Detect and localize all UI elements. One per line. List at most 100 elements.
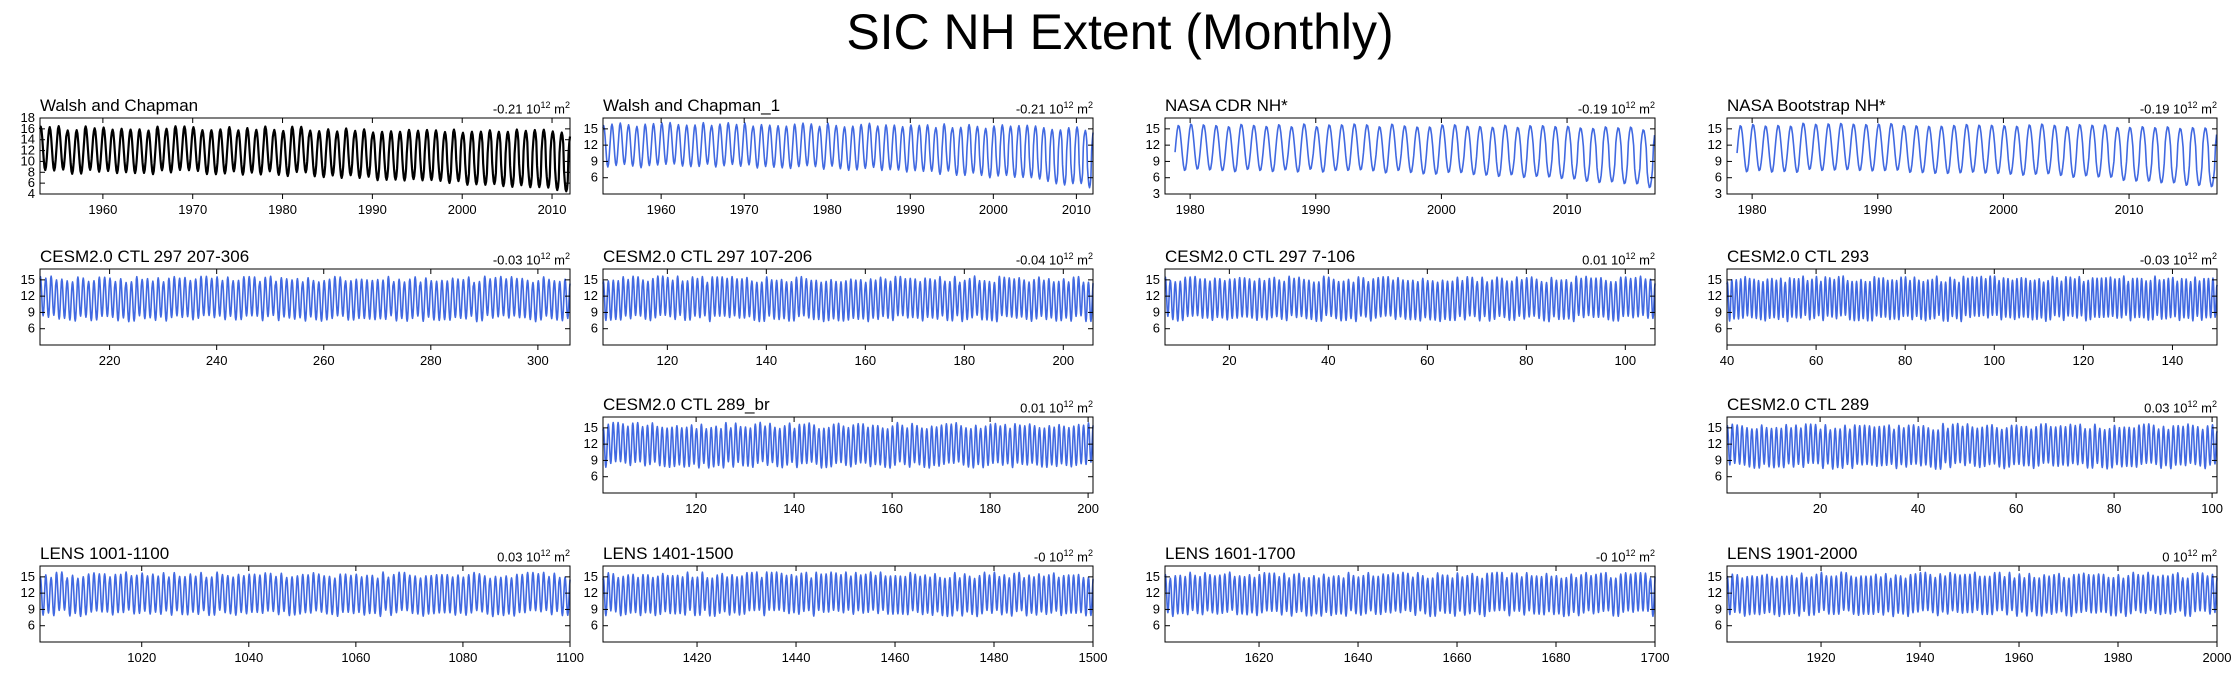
y-tick-label: 3: [1153, 186, 1160, 201]
series-line: [602, 421, 1094, 469]
x-tick-label: 180: [953, 353, 975, 368]
panel-trend-label: -0.19 1012 m2: [2139, 100, 2217, 117]
x-tick-label: 80: [1898, 353, 1912, 368]
x-tick-label: 1640: [1344, 650, 1373, 665]
x-tick-label: 40: [1720, 353, 1734, 368]
y-tick-label: 12: [21, 143, 35, 158]
x-tick-label: 200: [1052, 353, 1074, 368]
x-tick-label: 1700: [1641, 650, 1670, 665]
y-tick-label: 15: [1146, 121, 1160, 136]
x-tick-label: 20: [1222, 353, 1236, 368]
y-tick-label: 12: [21, 288, 35, 303]
y-tick-label: 9: [1153, 304, 1160, 319]
panel-lens1401: LENS 1401-1500 -0 1012 m2 6 9 12 15 1420 1440 14…: [584, 544, 1108, 674]
y-tick-label: 15: [1708, 121, 1722, 136]
panel-title: CESM2.0 CTL 293: [1727, 247, 1870, 266]
y-tick-label: 6: [1715, 321, 1722, 336]
series-line: [1164, 275, 1656, 323]
y-tick-label: 16: [21, 121, 35, 136]
x-tick-label: 1990: [896, 202, 925, 217]
x-tick-label: 1980: [813, 202, 842, 217]
y-tick-label: 9: [1715, 452, 1722, 467]
series-line: [1736, 122, 2218, 188]
y-tick-label: 8: [28, 164, 35, 179]
figure-title: SIC NH Extent (Monthly): [846, 4, 1394, 60]
y-tick-label: 15: [1146, 272, 1160, 287]
y-tick-label: 15: [584, 121, 598, 136]
x-tick-label: 1680: [1542, 650, 1571, 665]
plot-frame: [1164, 565, 1656, 643]
y-tick-label: 6: [1153, 170, 1160, 185]
y-tick-label: 9: [1153, 153, 1160, 168]
x-tick-label: 140: [755, 353, 777, 368]
x-tick-label: 1940: [1906, 650, 1935, 665]
y-tick-label: 6: [28, 175, 35, 190]
y-tick-label: 9: [28, 304, 35, 319]
y-tick-label: 12: [1146, 137, 1160, 152]
x-tick-label: 1990: [1863, 202, 1892, 217]
x-tick-label: 260: [313, 353, 335, 368]
x-tick-label: 1620: [1245, 650, 1274, 665]
series-line: [1726, 571, 2218, 618]
series-line: [1726, 422, 2218, 470]
x-tick-label: 300: [527, 353, 549, 368]
x-tick-label: 1060: [341, 650, 370, 665]
x-tick-label: 80: [1519, 353, 1533, 368]
x-tick-label: 1960: [2005, 650, 2034, 665]
plot-frame: [602, 268, 1094, 346]
x-tick-label: 280: [420, 353, 442, 368]
y-tick-label: 12: [584, 137, 598, 152]
panel-title: LENS 1901-2000: [1727, 544, 1858, 563]
y-tick-label: 3: [1715, 186, 1722, 201]
y-tick-label: 15: [584, 420, 598, 435]
x-tick-label: 40: [1321, 353, 1335, 368]
panel-title: NASA Bootstrap NH*: [1727, 96, 1886, 115]
y-tick-label: 12: [1146, 288, 1160, 303]
y-tick-label: 9: [1153, 601, 1160, 616]
x-tick-label: 1970: [730, 202, 759, 217]
x-tick-label: 100: [2201, 501, 2223, 516]
x-tick-label: 100: [1983, 353, 2005, 368]
plot-frame: [1164, 268, 1656, 346]
series-line: [602, 571, 1094, 618]
series-line: [1174, 123, 1656, 189]
x-tick-label: 200: [1077, 501, 1099, 516]
x-tick-label: 1500: [1079, 650, 1108, 665]
y-tick-label: 6: [1153, 321, 1160, 336]
x-tick-label: 220: [99, 353, 121, 368]
panel-title: LENS 1601-1700: [1165, 544, 1296, 563]
y-tick-label: 12: [584, 585, 598, 600]
plot-frame: [1726, 268, 2218, 346]
plot-frame: [1164, 117, 1656, 195]
y-tick-label: 6: [28, 321, 35, 336]
panel-lens1601: LENS 1601-1700 -0 1012 m2 6 9 12 15 1620 1640 16…: [1146, 544, 1670, 674]
panel-lens1001: LENS 1001-1100 0.03 1012 m2 6 9 12 15 1020 1040…: [21, 544, 584, 674]
panel-nasacdr: NASA CDR NH* -0.19 1012 m2 3 6 9 12 15 1980 1990…: [1146, 96, 1665, 226]
panel-trend-label: 0 1012 m2: [2162, 548, 2217, 565]
y-tick-label: 9: [591, 452, 598, 467]
y-tick-label: 12: [21, 585, 35, 600]
panel-ctl297c: CESM2.0 CTL 297 7-106 0.01 1012 m2 6 9 12 15 2…: [1146, 247, 1665, 377]
series-line: [38, 125, 572, 193]
x-tick-label: 1080: [448, 650, 477, 665]
y-tick-label: 18: [21, 110, 35, 125]
panel-trend-label: 0.03 1012 m2: [497, 548, 570, 565]
panel-trend-label: -0 1012 m2: [1033, 548, 1093, 565]
x-tick-label: 1960: [88, 202, 117, 217]
y-tick-label: 4: [28, 186, 35, 201]
plot-frame: [39, 268, 571, 346]
y-tick-label: 6: [591, 170, 598, 185]
x-tick-label: 120: [656, 353, 678, 368]
y-tick-label: 12: [584, 436, 598, 451]
y-tick-label: 15: [21, 569, 35, 584]
y-tick-label: 9: [591, 153, 598, 168]
x-tick-label: 1480: [980, 650, 1009, 665]
